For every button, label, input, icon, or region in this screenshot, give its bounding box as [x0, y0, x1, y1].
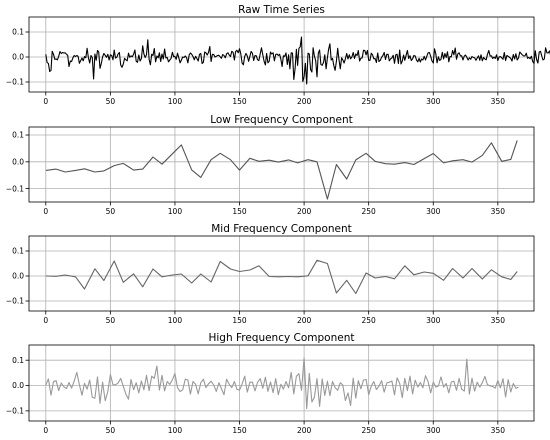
chart-title: Mid Frequency Component: [211, 223, 352, 235]
x-tick-label: 0: [43, 316, 48, 325]
y-tick-label: 0.0: [12, 158, 24, 167]
x-tick-label: 150: [232, 97, 247, 106]
y-tick-label: 0.1: [12, 131, 24, 140]
y-tick-label: 0.0: [12, 381, 24, 390]
x-tick-label: 50: [106, 97, 116, 106]
x-tick-label: 350: [491, 207, 506, 216]
series-line-high: [45, 357, 519, 410]
series-line-mid: [45, 259, 518, 295]
x-tick-label: 300: [426, 97, 441, 106]
chart-title: High Frequency Component: [208, 332, 354, 344]
x-tick-label: 50: [106, 207, 116, 216]
x-tick-label: 100: [168, 426, 183, 435]
x-tick-label: 150: [232, 426, 247, 435]
chart-title: Raw Time Series: [238, 4, 325, 16]
x-tick-label: 0: [43, 97, 48, 106]
panel-low: 0 50 100 150 200 250 300 350 −0.1 0.0 0.1 Low Frequ…: [6, 114, 535, 216]
panel-raw: 0 50 100 150 200 250 300 350 −0.1 0.0 0.1 Raw Time …: [6, 4, 550, 106]
x-tick-label: 50: [106, 426, 116, 435]
y-tick-label: 0.1: [12, 28, 24, 37]
series-line-low: [45, 140, 518, 200]
chart-title: Low Frequency Component: [210, 114, 353, 126]
x-tick-label: 250: [362, 426, 377, 435]
x-tick-label: 100: [168, 316, 183, 325]
y-tick-label: 0.1: [12, 247, 24, 256]
x-tick-label: 200: [297, 426, 312, 435]
y-tick-label: −0.1: [6, 407, 24, 416]
x-tick-label: 100: [168, 97, 183, 106]
y-tick-label: 0.1: [12, 356, 24, 365]
x-tick-label: 200: [297, 207, 312, 216]
x-tick-label: 350: [491, 97, 506, 106]
panel-high: 0 50 100 150 200 250 300 350 −0.1 0.0 0.1 High Freq…: [6, 332, 535, 435]
x-tick-label: 50: [106, 316, 116, 325]
series-line-raw: [45, 36, 550, 85]
x-tick-label: 200: [297, 97, 312, 106]
y-tick-label: −0.1: [6, 297, 24, 306]
y-tick-label: −0.1: [6, 78, 24, 87]
y-tick-label: −0.1: [6, 184, 24, 193]
x-tick-label: 0: [43, 207, 48, 216]
x-tick-label: 250: [362, 97, 377, 106]
x-tick-label: 0: [43, 426, 48, 435]
x-tick-label: 300: [426, 316, 441, 325]
y-tick-label: 0.0: [12, 272, 24, 281]
x-tick-label: 250: [362, 316, 377, 325]
panel-mid: 0 50 100 150 200 250 300 350 −0.1 0.0 0.1 Mid Frequ…: [6, 223, 535, 325]
x-tick-label: 300: [426, 426, 441, 435]
plot-frame: [28, 16, 535, 93]
y-tick-label: 0.0: [12, 53, 24, 62]
x-tick-label: 300: [426, 207, 441, 216]
x-tick-label: 150: [232, 207, 247, 216]
x-tick-label: 350: [491, 426, 506, 435]
plot-frame: [28, 235, 535, 312]
x-tick-label: 200: [297, 316, 312, 325]
x-tick-label: 100: [168, 207, 183, 216]
x-tick-label: 350: [491, 316, 506, 325]
plot-frame: [28, 126, 535, 203]
x-tick-label: 250: [362, 207, 377, 216]
plot-frame: [28, 344, 535, 422]
x-tick-label: 150: [232, 316, 247, 325]
